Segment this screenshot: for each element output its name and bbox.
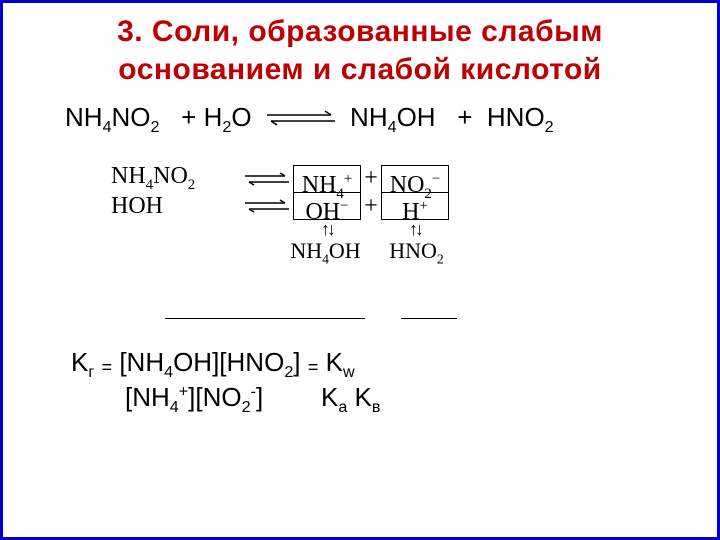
slide-title: 3. Соли, образованные слабым основанием … <box>31 13 689 88</box>
equilibrium-arrow-icon <box>241 198 293 214</box>
scheme-lhs-2: HOH <box>111 193 241 220</box>
plus-sign: + <box>361 193 381 220</box>
updown-arrow-icon: ↑↓ <box>381 222 449 236</box>
box-no2-anion: NO2− <box>381 165 449 193</box>
hydrolysis-constant-expression: Kг = [NH4OH][HNO2] = Kw [NH4+][NO2-] Ka … <box>71 347 689 417</box>
scheme-updown-arrows: ↑↓ ↑↓ <box>111 222 689 236</box>
hydrolysis-equation: NH4NO2 + H2O NH4OH + HNO2 <box>65 102 689 137</box>
scheme-row-1: NH4NO2 NH4+ + NO2− <box>111 163 689 194</box>
title-line-2: основанием и слабой кислотой <box>118 53 601 86</box>
title-line-1: 3. Соли, образованные слабым <box>117 15 603 48</box>
label-nh4oh: NH4OH <box>283 238 368 267</box>
updown-arrow-icon: ↑↓ <box>293 222 361 236</box>
equilibrium-arrow-icon <box>241 171 293 187</box>
plus-sign: + <box>361 165 381 192</box>
equilibrium-arrow-icon <box>265 104 337 135</box>
scheme-lhs-1: NH4NO2 <box>111 163 241 194</box>
box-oh-anion: OH− <box>293 192 361 220</box>
fraction-rule-lines <box>165 318 689 320</box>
kexpr-row-1: Kг = [NH4OH][HNO2] = Kw <box>71 347 689 382</box>
rule-line-1 <box>165 318 365 320</box>
label-hno2: HNO2 <box>374 238 459 267</box>
slide-frame: 3. Соли, образованные слабым основанием … <box>0 0 720 540</box>
ionic-scheme: NH4NO2 NH4+ + NO2− HOH <box>111 163 689 268</box>
kexpr-row-2: [NH4+][NO2-] Ka Kв <box>125 382 689 417</box>
box-h-cation: H+ <box>381 192 449 220</box>
rule-line-2 <box>401 318 457 320</box>
scheme-row-2: HOH OH− + H+ <box>111 192 689 220</box>
scheme-product-labels: NH4OH HNO2 <box>111 238 689 267</box>
box-nh4-cation: NH4+ <box>293 165 361 193</box>
